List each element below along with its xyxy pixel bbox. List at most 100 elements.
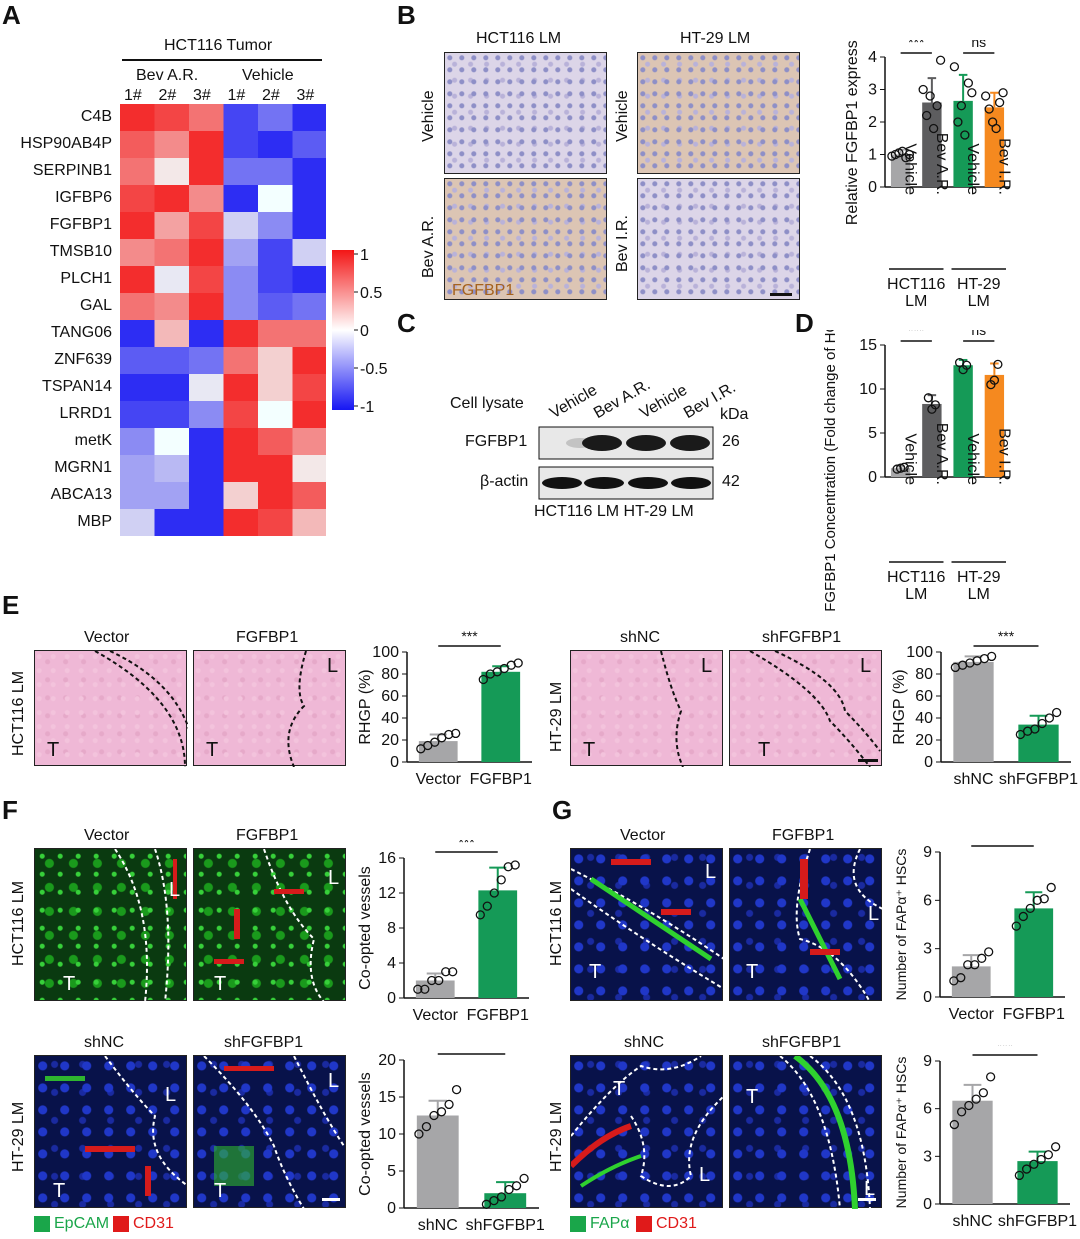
- group-label: HCT116: [887, 276, 945, 293]
- y-tick-label: 0: [387, 1200, 396, 1217]
- sig-label: ns: [971, 330, 986, 338]
- heatmap-cell: [154, 104, 189, 131]
- data-point: [482, 901, 492, 911]
- if-l-label: L: [169, 879, 181, 901]
- x-tick-label: Bev I.R.: [995, 428, 1012, 485]
- group-label: HCT116: [887, 569, 945, 586]
- sig-label: ***: [994, 838, 1011, 844]
- sig-label: ***: [463, 1050, 480, 1052]
- bar: [922, 403, 942, 477]
- he-t-label: T: [583, 739, 596, 761]
- heatmap-cell: [154, 320, 189, 347]
- y-tick-label: 4: [387, 955, 396, 972]
- y-tick-label: 0: [924, 754, 933, 771]
- x-tick-label: Vehicle: [964, 143, 981, 195]
- group-label: HT-29: [957, 569, 1001, 586]
- he-t-label: T: [47, 739, 60, 761]
- heatmap-cell: [223, 293, 258, 320]
- scale-bar: [858, 1198, 876, 1201]
- data-point: [904, 149, 914, 160]
- y-tick-label: 10: [378, 1126, 396, 1143]
- data-point: [960, 130, 970, 140]
- data-point: [977, 953, 987, 963]
- heatmap-cell: [120, 401, 155, 428]
- data-point: [448, 967, 458, 977]
- heatmap-cell: [223, 320, 258, 347]
- y-tick-label: 80: [915, 666, 933, 683]
- if-l-label: L: [165, 1084, 177, 1106]
- data-point: [475, 910, 485, 920]
- data-point: [441, 967, 451, 977]
- b-row-label-3: Vehicle: [614, 90, 631, 142]
- heatmap-gene-label: FGFBP1: [49, 216, 112, 233]
- c-kda: kDa: [720, 406, 749, 423]
- ihc-hct116-bev-ar: [444, 178, 607, 300]
- he-l-label: L: [860, 655, 872, 677]
- heatmap-cell: [223, 482, 258, 509]
- data-point: [1043, 1150, 1054, 1160]
- bar: [953, 365, 973, 477]
- bar: [984, 107, 1005, 187]
- heatmap-gene-label: HSP90AB4P: [20, 135, 112, 152]
- data-point: [928, 123, 939, 134]
- x-tick-label: Vector: [416, 771, 462, 788]
- x-tick-label: shNC: [952, 1213, 992, 1230]
- heatmap-gene-label: TSPAN14: [42, 378, 112, 395]
- heatmap-cell: [154, 455, 189, 482]
- data-point: [985, 1072, 996, 1082]
- heatmap-gene-label: TMSB10: [49, 243, 112, 260]
- if-t-label: T: [589, 961, 602, 983]
- x-tick-label: shFGFBP1: [466, 1217, 545, 1234]
- data-point: [1046, 882, 1056, 893]
- y-tick-label: 6: [923, 892, 932, 909]
- heatmap-cell: [189, 401, 224, 428]
- bar: [478, 890, 518, 998]
- heatmap-cell: [258, 239, 293, 266]
- y-tick-label: 1: [868, 147, 877, 164]
- heatmap-cell: [154, 158, 189, 185]
- data-point: [918, 84, 928, 95]
- legend-swatch-cd31: [113, 1216, 129, 1232]
- data-point: [1044, 713, 1055, 723]
- data-point: [1030, 724, 1040, 734]
- data-point: [932, 101, 942, 111]
- sig-label: ***: [998, 630, 1015, 644]
- heatmap-cell: [292, 455, 326, 482]
- heatmap-group-1: Bev A.R.: [136, 67, 199, 84]
- data-point: [925, 91, 935, 101]
- heatmap-gene-label: C4B: [80, 108, 112, 125]
- heatmap-cell: [258, 212, 293, 239]
- y-axis-label: Number of FAPα⁺ HSCs: [893, 1057, 909, 1209]
- heatmap-cell: [292, 293, 326, 320]
- he-shfgfbp1: T L: [729, 650, 882, 767]
- e-title-vector: Vector: [84, 629, 130, 646]
- heatmap-cell: [258, 428, 293, 455]
- heatmap-cell: [292, 131, 326, 158]
- if-f-vector: T L: [34, 848, 187, 1002]
- y-tick-label: 60: [381, 688, 399, 705]
- data-point: [451, 728, 461, 739]
- data-point: [434, 975, 444, 986]
- legend-fapa: FAPα: [590, 1215, 630, 1232]
- x-tick-label: Vehicle: [902, 143, 919, 195]
- scale-tick-label: -0.5: [360, 361, 388, 378]
- heatmap-cell: [258, 131, 293, 158]
- y-tick-label: 8: [387, 920, 396, 937]
- legend-epcam: EpCAM: [54, 1215, 110, 1232]
- heatmap-cell: [258, 320, 293, 347]
- heatmap-gene-label: LRRD1: [59, 405, 112, 422]
- x-tick-label: Vehicle: [964, 433, 981, 485]
- heatmap-cell: [223, 131, 258, 158]
- heatmap-cell: [154, 212, 189, 239]
- data-point: [478, 674, 488, 685]
- heatmap-cell: [120, 158, 155, 185]
- if-t-label: T: [746, 961, 759, 983]
- data-point: [1029, 1159, 1039, 1169]
- sig-label: ***: [908, 330, 925, 338]
- heatmap-cell: [120, 455, 155, 482]
- group-label: LM: [905, 586, 927, 603]
- if-f-fgfbp1: T L: [193, 848, 346, 1002]
- y-tick-label: 60: [915, 688, 933, 705]
- group-label: LM: [968, 586, 990, 603]
- x-tick-label: Bev A.R.: [933, 133, 950, 195]
